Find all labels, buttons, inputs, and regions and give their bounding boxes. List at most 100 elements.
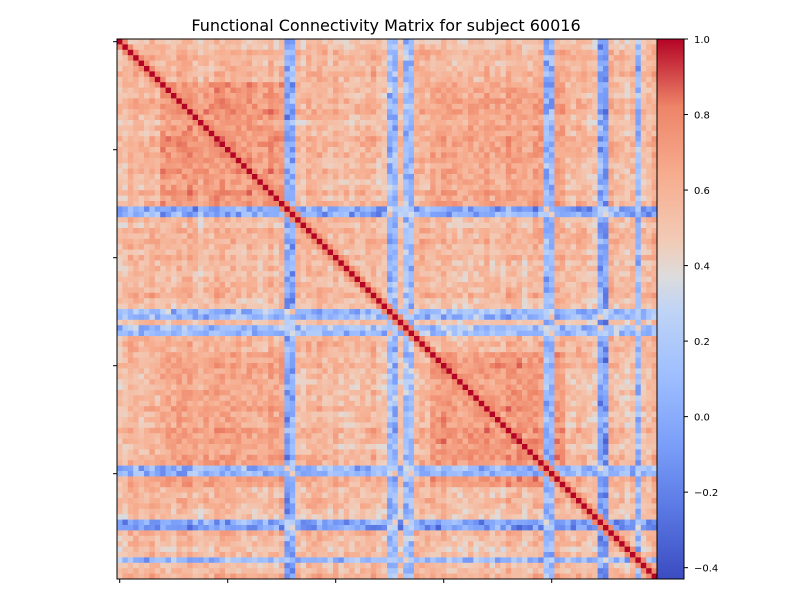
heatmap-cell bbox=[586, 303, 593, 310]
heatmap-cell bbox=[581, 287, 588, 294]
heatmap-cell bbox=[592, 222, 598, 229]
heatmap-cell bbox=[505, 82, 512, 88]
heatmap-cell bbox=[176, 222, 183, 229]
heatmap-cell bbox=[268, 174, 274, 180]
heatmap-cell bbox=[478, 260, 485, 267]
heatmap-cell bbox=[457, 244, 463, 250]
heatmap-cell bbox=[640, 39, 647, 45]
heatmap-cell bbox=[187, 298, 193, 304]
heatmap-cell bbox=[640, 282, 647, 288]
heatmap-cell bbox=[144, 195, 150, 202]
heatmap-cell bbox=[619, 211, 625, 218]
heatmap-cell bbox=[570, 152, 577, 159]
heatmap-cell bbox=[181, 87, 188, 94]
heatmap-cell bbox=[495, 125, 501, 132]
heatmap-cell bbox=[397, 179, 404, 186]
heatmap-cell bbox=[219, 109, 226, 115]
heatmap-cell bbox=[192, 136, 199, 142]
heatmap-cell bbox=[397, 168, 404, 175]
heatmap-cell bbox=[127, 39, 134, 45]
heatmap-cell bbox=[225, 120, 231, 126]
heatmap-cell bbox=[473, 282, 480, 288]
heatmap-cell bbox=[630, 109, 636, 115]
heatmap-cell bbox=[446, 249, 453, 256]
heatmap-cell bbox=[295, 228, 301, 234]
heatmap-cell bbox=[484, 206, 490, 213]
heatmap-cell bbox=[192, 82, 199, 88]
heatmap-cell bbox=[219, 260, 226, 267]
heatmap-cell bbox=[235, 157, 242, 164]
heatmap-cell bbox=[576, 82, 582, 88]
heatmap-cell bbox=[646, 249, 652, 256]
heatmap-cell bbox=[338, 265, 345, 272]
heatmap-cell bbox=[495, 260, 501, 267]
heatmap-cell bbox=[279, 255, 285, 261]
heatmap-cell bbox=[630, 141, 636, 148]
heatmap-cell bbox=[424, 184, 431, 191]
heatmap-cell bbox=[489, 55, 496, 61]
heatmap-cell bbox=[451, 157, 458, 164]
heatmap-cell bbox=[538, 168, 544, 175]
heatmap-cell bbox=[149, 211, 156, 218]
heatmap-cell bbox=[360, 265, 366, 272]
heatmap-cell bbox=[424, 125, 431, 132]
heatmap-cell bbox=[543, 76, 550, 83]
heatmap-cell bbox=[495, 298, 501, 304]
heatmap-cell bbox=[252, 163, 258, 169]
heatmap-cell bbox=[360, 82, 366, 88]
heatmap-cell bbox=[613, 238, 620, 245]
heatmap-cell bbox=[252, 260, 258, 267]
heatmap-cell bbox=[608, 49, 615, 56]
heatmap-cell bbox=[127, 195, 134, 202]
heatmap-cell bbox=[559, 282, 566, 288]
heatmap-cell bbox=[468, 276, 474, 283]
heatmap-cell bbox=[208, 179, 215, 186]
heatmap-cell bbox=[527, 292, 534, 299]
heatmap-cell bbox=[522, 141, 528, 148]
heatmap-cell bbox=[160, 233, 166, 240]
heatmap-cell bbox=[306, 44, 312, 51]
heatmap-cell bbox=[117, 136, 123, 142]
heatmap-cell bbox=[543, 206, 550, 213]
heatmap-cell bbox=[300, 125, 307, 132]
heatmap-cell bbox=[597, 82, 604, 88]
heatmap-cell bbox=[349, 130, 355, 137]
heatmap-cell bbox=[176, 44, 183, 51]
heatmap-cell bbox=[327, 55, 334, 61]
heatmap-cell bbox=[241, 109, 247, 115]
heatmap-cell bbox=[376, 87, 382, 94]
heatmap-cell bbox=[646, 87, 652, 94]
heatmap-cell bbox=[473, 292, 480, 299]
heatmap-cell bbox=[505, 55, 512, 61]
heatmap-cell bbox=[144, 103, 150, 110]
heatmap-cell bbox=[392, 233, 399, 240]
heatmap-cell bbox=[522, 109, 528, 115]
heatmap-cell bbox=[316, 233, 323, 240]
heatmap-cell bbox=[538, 157, 544, 164]
heatmap-cell bbox=[414, 141, 420, 148]
heatmap-cell bbox=[403, 125, 409, 132]
heatmap-cell bbox=[500, 39, 507, 45]
heatmap-cell bbox=[343, 292, 350, 299]
heatmap-cell bbox=[192, 265, 199, 272]
heatmap-cell bbox=[597, 260, 604, 267]
heatmap-cell bbox=[403, 49, 409, 56]
heatmap-cell bbox=[279, 76, 285, 83]
heatmap-cell bbox=[500, 217, 507, 223]
heatmap-cell bbox=[592, 87, 598, 94]
heatmap-cell bbox=[489, 292, 496, 299]
heatmap-cell bbox=[603, 265, 609, 272]
heatmap-cell bbox=[295, 211, 301, 218]
heatmap-cell bbox=[597, 271, 604, 277]
heatmap-cell bbox=[581, 211, 588, 218]
heatmap-cell bbox=[586, 71, 593, 78]
heatmap-cell bbox=[154, 44, 161, 51]
heatmap-cell bbox=[144, 125, 150, 132]
heatmap-cell bbox=[630, 130, 636, 137]
heatmap-cell bbox=[376, 98, 382, 105]
heatmap-cell bbox=[241, 103, 247, 110]
heatmap-cell bbox=[549, 179, 555, 186]
heatmap-cell bbox=[619, 222, 625, 229]
heatmap-cell bbox=[613, 125, 620, 132]
heatmap-cell bbox=[565, 184, 571, 191]
